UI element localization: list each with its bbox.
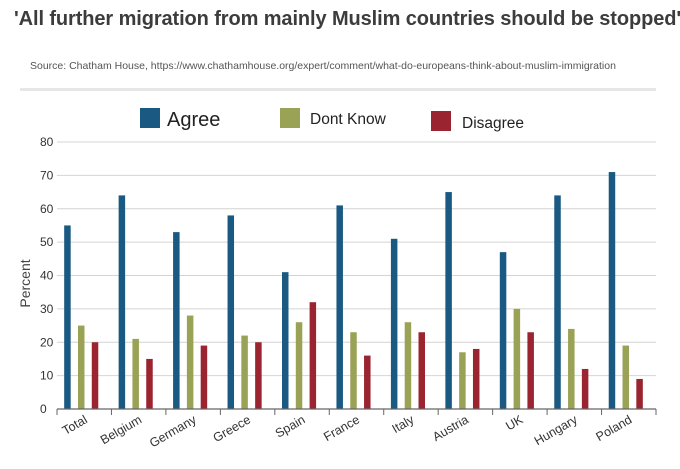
x-tick-label: Austria (430, 412, 471, 444)
bar-agree (390, 238, 398, 409)
bar-disagree (91, 342, 99, 409)
bar-disagree (146, 358, 153, 409)
legend-swatch-agree (140, 108, 160, 128)
bar-disagree (418, 332, 426, 409)
bar-agree (499, 252, 507, 409)
bar-disagree (255, 342, 262, 409)
legend-label: Disagree (462, 115, 524, 132)
y-tick-label: 70 (40, 168, 54, 182)
bar-disagree (527, 332, 534, 409)
bars (64, 172, 643, 409)
bar-dont-know (186, 315, 194, 409)
legend-label: Agree (167, 109, 220, 131)
y-axis-ticks: 0 10 20 30 40 50 60 70 80 (40, 135, 54, 416)
bar-agree (608, 172, 616, 409)
bar-dont-know (404, 322, 412, 409)
bar-agree (445, 192, 452, 409)
x-tick-label: Spain (273, 412, 308, 440)
bar-agree (554, 195, 561, 409)
legend-label: Dont Know (310, 111, 387, 128)
x-tick-label: Greece (211, 412, 254, 445)
bar-agree (64, 225, 71, 409)
bar-disagree (472, 348, 480, 409)
bar-agree (336, 205, 343, 409)
bar-dont-know (350, 332, 357, 409)
bar-dont-know (77, 325, 85, 409)
bar-dont-know (568, 328, 575, 409)
bar-dont-know (459, 352, 466, 409)
y-tick-label: 20 (40, 335, 54, 349)
x-tick-label: Poland (594, 412, 635, 444)
bar-disagree (364, 355, 371, 409)
y-axis-label: Percent (17, 259, 33, 307)
y-tick-label: 60 (40, 202, 54, 216)
legend: Agree Dont Know Disagree (140, 108, 524, 132)
x-axis-ticks: Total Belgium Germany Greece Spain France Ital… (60, 412, 634, 450)
header-divider (20, 88, 656, 91)
legend-swatch-disagree (431, 111, 451, 131)
x-tick-label: Hungary (532, 412, 581, 448)
y-tick-label: 30 (40, 302, 54, 316)
bar-agree (118, 195, 126, 409)
x-tick-label: Germany (147, 412, 199, 450)
y-tick-label: 0 (40, 402, 47, 416)
x-tick-label: France (321, 412, 362, 444)
bar-disagree (309, 302, 317, 409)
y-tick-label: 40 (40, 269, 54, 283)
source-note: Source: Chatham House, https://www.chath… (30, 60, 616, 72)
bar-dont-know (295, 322, 303, 409)
x-tick-label: UK (503, 412, 526, 433)
bar-dont-know (132, 338, 139, 409)
bar-dont-know (513, 308, 521, 409)
bar-agree (227, 215, 235, 409)
bar-dont-know (622, 345, 630, 409)
x-tick-label: Total (60, 412, 90, 437)
bar-disagree (200, 345, 208, 409)
bar-agree (281, 272, 289, 409)
x-axis (56, 408, 657, 415)
bar-dont-know (241, 335, 248, 409)
y-tick-label: 10 (40, 369, 54, 383)
legend-swatch-dont-know (280, 108, 300, 128)
y-tick-label: 50 (40, 235, 54, 249)
x-tick-label: Belgium (98, 412, 144, 447)
bar-disagree (636, 378, 643, 409)
y-tick-label: 80 (40, 135, 54, 149)
chart-title: 'All further migration from mainly Musli… (14, 8, 680, 30)
bar-disagree (581, 368, 589, 409)
bar-agree (173, 232, 180, 409)
x-tick-label: Italy (390, 412, 418, 436)
